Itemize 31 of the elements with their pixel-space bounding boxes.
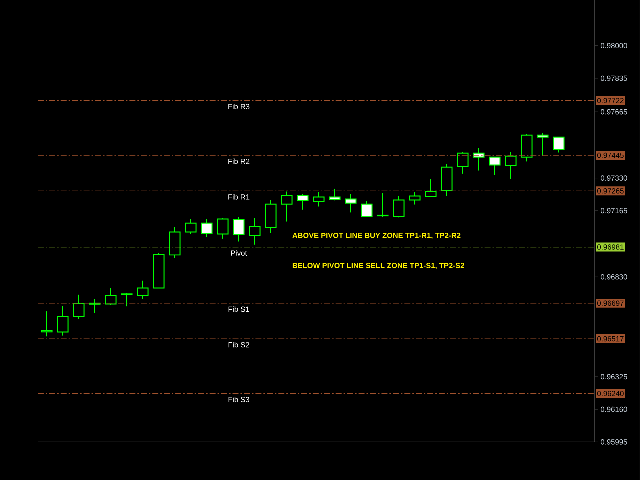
candlestick [313,192,325,208]
candlestick [89,298,101,314]
candlestick [489,156,501,176]
candlestick [393,195,405,218]
candlestick [505,152,517,180]
candlestick [297,194,309,210]
candlestick [169,226,181,259]
candlestick [249,218,261,246]
candlestick [233,216,245,242]
candlestick [457,151,469,174]
candlestick [281,191,293,222]
candlestick [425,178,437,198]
candlestick [105,288,117,306]
candlestick [73,294,85,320]
candlestick [409,192,421,206]
candlestick [121,292,133,307]
candlestick [521,134,533,162]
candlestick [185,218,197,234]
candlestick [361,200,373,218]
candlestick [137,280,149,300]
candlestick [57,305,69,336]
candlestick [41,310,53,338]
candlestick [377,192,389,218]
candlestick [329,188,341,202]
candlestick [441,163,453,196]
candlestick [537,132,549,156]
candlestick [265,199,277,234]
candlestick [553,136,565,154]
candlestick [201,218,213,238]
candlestick [345,194,357,214]
candlestick [217,218,229,240]
